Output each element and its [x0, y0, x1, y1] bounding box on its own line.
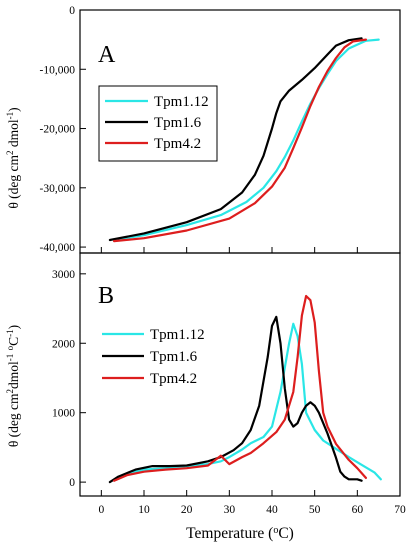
panel-b-series-line-tpm1-6 — [108, 315, 363, 484]
panel-a-y-tick-label: 0 — [69, 5, 75, 17]
panel-a-y-axis-title: θ (deg cm2 dmol-1) — [5, 107, 21, 208]
panel-b-x-tick-label: 30 — [224, 504, 236, 516]
panel-a-legend-label-tpm1-6: Tpm1.6 — [154, 115, 202, 131]
panel-a-legend: Tpm1.12 Tpm1.6 Tpm4.2 — [98, 85, 218, 162]
panel-b-y-tick-label: 0 — [69, 477, 75, 489]
panel-b-x-tick-label: 0 — [98, 504, 104, 516]
panel-a-label: A — [98, 42, 116, 68]
panel-a-y-tick-label: -40,000 — [40, 242, 76, 254]
panel-b-frame — [79, 252, 401, 497]
panel-a-series-line-tpm1-6 — [108, 37, 363, 242]
panel-a: A θ (deg cm2 dmol-1) 0 -10,000 -20,000 -30,… — [5, 5, 401, 254]
panel-a-legend-label-tpm4-2: Tpm4.2 — [154, 136, 201, 152]
panel-a-y-tick-label: -30,000 — [40, 183, 76, 195]
panel-b: B θ (deg cm2dmol-1 oC-1) Temperature (oC… — [5, 252, 406, 543]
panel-b-x-tick-label: 70 — [394, 504, 406, 516]
panel-b-x-tick-label: 50 — [309, 504, 321, 516]
panel-b-legend-label-tpm1-6: Tpm1.6 — [150, 349, 198, 365]
panel-a-legend-box — [98, 85, 218, 162]
panel-a-series-line-tpm4-2 — [112, 38, 367, 243]
panel-b-x-tick-label: 10 — [138, 504, 150, 516]
panel-a-y-tick-label: -10,000 — [40, 64, 76, 76]
panel-a-legend-label-tpm1-12: Tpm1.12 — [154, 94, 209, 110]
panel-b-y-axis-title: θ (deg cm2dmol-1 oC-1) — [5, 325, 21, 447]
panel-b-legend: Tpm1.12 Tpm1.6 Tpm4.2 — [102, 327, 205, 387]
panel-b-legend-label-tpm4-2: Tpm4.2 — [150, 371, 197, 387]
panel-b-y-tick-label: 3000 — [52, 269, 75, 281]
panel-a-series-line-tpm1-12 — [112, 38, 380, 242]
panel-b-x-tick-label: 20 — [181, 504, 193, 516]
panel-b-x-tick-label: 60 — [352, 504, 364, 516]
panel-b-y-tick-label: 1000 — [52, 408, 75, 420]
panel-a-y-tick-label: -20,000 — [40, 124, 76, 136]
panel-b-series-line-tpm1-12 — [112, 322, 382, 482]
panel-b-series-line-tpm4-2 — [112, 294, 367, 482]
panel-b-y-tick-label: 2000 — [52, 338, 75, 350]
panel-b-legend-label-tpm1-12: Tpm1.12 — [150, 327, 205, 343]
panel-b-x-axis-title: Temperature (oC) — [186, 525, 294, 543]
panel-b-label: B — [98, 283, 114, 309]
panel-b-x-tick-label: 40 — [266, 504, 278, 516]
